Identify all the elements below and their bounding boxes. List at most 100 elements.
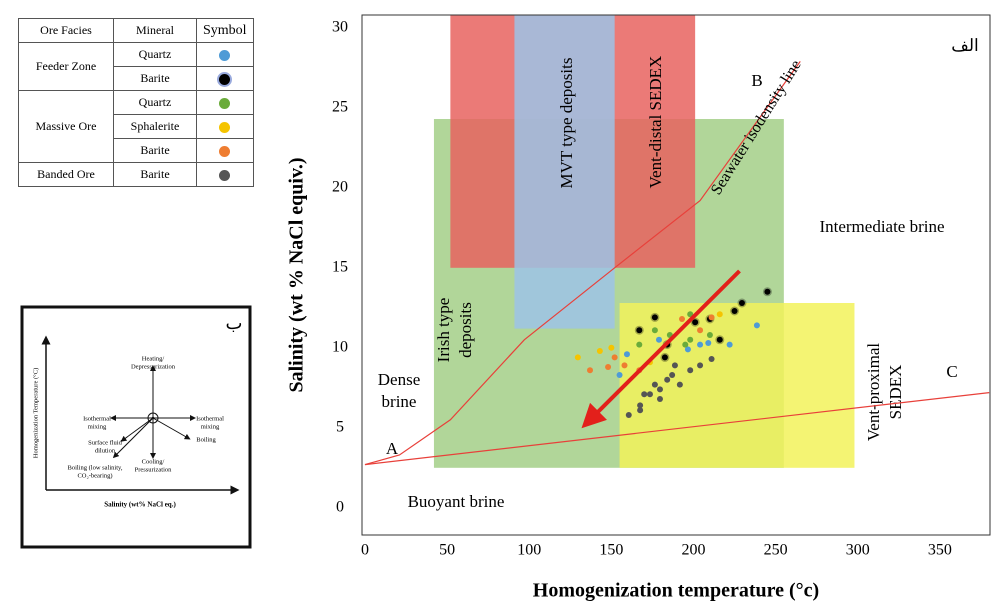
inset-x-title: Salinity (wt% NaCl eq.) bbox=[104, 501, 176, 509]
x-tick-label: 250 bbox=[764, 542, 788, 559]
data-point bbox=[676, 381, 683, 388]
annotation: A bbox=[386, 439, 399, 458]
data-point bbox=[656, 386, 663, 393]
x-tick-label: 300 bbox=[846, 542, 870, 559]
inset-process-label: CO₂-bearing) bbox=[77, 472, 112, 479]
legend-symbol bbox=[219, 97, 231, 109]
legend-symbol bbox=[219, 73, 231, 85]
region-label-line: deposits bbox=[456, 302, 475, 358]
header-cell: Symbol bbox=[196, 18, 254, 43]
mineral-cell: Barite bbox=[113, 162, 197, 187]
x-axis-title: Homogenization temperature (°c) bbox=[533, 580, 819, 602]
mineral-cell: Quartz bbox=[113, 90, 197, 115]
inset-process-label: Pressurization bbox=[135, 466, 173, 473]
annotation: C bbox=[946, 362, 957, 381]
inset-process-label: Boiling (low salinity, bbox=[67, 464, 122, 471]
data-point bbox=[697, 362, 704, 369]
data-point bbox=[596, 348, 603, 354]
inset-process-arrow bbox=[152, 417, 191, 440]
inset-process-label: Boiling bbox=[196, 436, 216, 443]
symbol-cell bbox=[196, 162, 254, 187]
data-point bbox=[660, 352, 670, 362]
data-point bbox=[708, 314, 715, 321]
legend-row: Barite bbox=[19, 138, 254, 163]
inset-process-label: Heating/ bbox=[142, 355, 165, 362]
data-point bbox=[678, 316, 685, 322]
region-label-line: Irish type bbox=[434, 298, 453, 363]
reference-line bbox=[364, 61, 801, 466]
x-tick-label: 150 bbox=[599, 542, 623, 559]
data-point bbox=[716, 311, 723, 318]
symbol-cell bbox=[196, 138, 254, 163]
data-point bbox=[650, 312, 660, 322]
data-point bbox=[730, 306, 740, 316]
region-label: Irish type deposits bbox=[434, 298, 475, 363]
inset-label: ب bbox=[226, 313, 243, 333]
annotation-line: Dense bbox=[378, 370, 420, 389]
x-tick-label: 350 bbox=[928, 542, 952, 559]
data-point bbox=[737, 298, 747, 308]
legend-row: Massive Ore Quartz bbox=[18, 90, 254, 163]
data-point bbox=[669, 372, 676, 378]
inset-process-label: Surface fluid bbox=[88, 439, 123, 446]
data-point bbox=[715, 335, 725, 345]
legend-symbol bbox=[219, 169, 231, 181]
mineral-cell: Quartz bbox=[113, 42, 197, 67]
symbol-cell bbox=[196, 42, 254, 67]
data-point bbox=[636, 341, 643, 348]
facies-cell: Banded Ore bbox=[18, 162, 114, 187]
data-point bbox=[574, 354, 581, 361]
inset-process-label: Isothermal bbox=[196, 415, 224, 422]
trend-arrow bbox=[581, 269, 741, 429]
inset-process-label: dilution bbox=[95, 447, 116, 454]
region bbox=[619, 303, 855, 468]
mineral-cell: Barite bbox=[113, 66, 197, 91]
annotation-line: brine bbox=[382, 392, 417, 411]
data-point bbox=[753, 322, 760, 329]
data-point bbox=[687, 336, 694, 343]
data-point bbox=[641, 391, 648, 398]
region-label-line: Vent-proximal bbox=[864, 343, 883, 441]
annotation: B bbox=[751, 71, 762, 90]
data-point bbox=[664, 376, 671, 383]
legend-symbol bbox=[219, 49, 231, 61]
data-point bbox=[587, 367, 594, 374]
legend-row: Sphalerite bbox=[19, 114, 254, 139]
y-tick-label: 25 bbox=[332, 98, 348, 115]
y-tick-label: 20 bbox=[332, 178, 348, 195]
y-tick-label: 15 bbox=[332, 258, 348, 275]
facies-cell: Feeder Zone bbox=[18, 42, 114, 91]
inset-process-arrow bbox=[120, 417, 154, 442]
data-point bbox=[646, 391, 653, 398]
data-point bbox=[608, 344, 615, 351]
plot-frame bbox=[361, 14, 991, 536]
data-point bbox=[687, 311, 694, 318]
data-point bbox=[708, 356, 715, 362]
data-point bbox=[687, 367, 694, 374]
data-point bbox=[651, 381, 658, 388]
data-point bbox=[656, 396, 663, 402]
region-label-line: Vent-distal SEDEX bbox=[646, 56, 665, 189]
region-label: MVT type deposits bbox=[557, 58, 576, 189]
data-point bbox=[726, 341, 733, 348]
data-point bbox=[634, 325, 644, 335]
annotation: Buoyant brine bbox=[408, 492, 505, 511]
data-point bbox=[762, 287, 772, 297]
inset-y-title: Homogenization Temperature (°C) bbox=[32, 368, 39, 458]
x-tick-label: 200 bbox=[681, 542, 705, 559]
inset-process-arrow bbox=[112, 417, 154, 459]
legend-table: Ore Facies Mineral Symbol Feeder Zone Quartz… bbox=[18, 18, 254, 187]
legend-row: Banded Ore Barite bbox=[18, 162, 254, 187]
data-point bbox=[625, 412, 632, 418]
x-tick-label: 50 bbox=[439, 542, 455, 559]
y-tick-label: 5 bbox=[336, 418, 344, 435]
reference-line bbox=[364, 392, 990, 466]
legend-symbol bbox=[219, 145, 231, 157]
facies-cell: Massive Ore bbox=[18, 90, 114, 163]
symbol-cell bbox=[196, 114, 254, 139]
y-tick-label: 10 bbox=[332, 338, 348, 355]
region-label: Vent-distal SEDEX bbox=[646, 56, 665, 189]
annotation: الف bbox=[951, 36, 979, 55]
